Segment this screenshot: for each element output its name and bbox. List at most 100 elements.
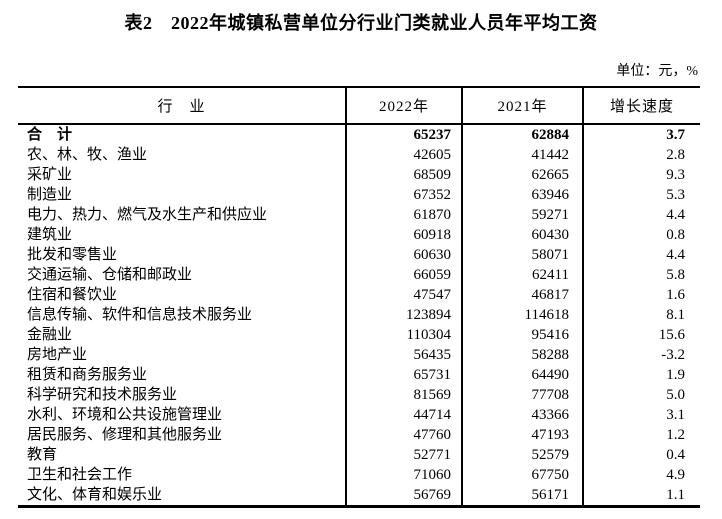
table-body: 合 计 65237 62884 3.7 农、林、牧、渔业 42605 41442…	[18, 124, 700, 507]
value-2021-cell: 47193	[461, 425, 583, 445]
value-2021-cell: 56171	[461, 485, 583, 507]
value-2022-cell: 123894	[345, 305, 462, 325]
value-2022-cell: 52771	[345, 445, 462, 465]
value-2021-cell: 63946	[461, 185, 583, 205]
header-growth-rate: 增长速度	[582, 87, 700, 125]
value-2022-cell: 56769	[345, 485, 462, 507]
value-2022-cell: 81569	[345, 385, 462, 405]
industry-cell: 居民服务、修理和其他服务业	[27, 427, 223, 443]
table-row: 批发和零售业 60630 58071 4.4	[18, 245, 700, 265]
growth-cell: 4.4	[582, 245, 700, 265]
table-row: 租赁和商务服务业 65731 64490 1.9	[18, 365, 700, 385]
value-2021-cell: 64490	[461, 365, 583, 385]
industry-cell: 教育	[27, 447, 58, 463]
table-row: 采矿业 68509 62665 9.3	[18, 165, 700, 185]
growth-cell: 0.8	[582, 225, 700, 245]
industry-cell: 租赁和商务服务业	[27, 367, 148, 383]
industry-cell: 文化、体育和娱乐业	[27, 487, 163, 503]
value-2022-cell: 42605	[345, 145, 462, 165]
value-2021-cell: 58071	[461, 245, 583, 265]
table-row: 房地产业 56435 58288 -3.2	[18, 345, 700, 365]
table-row: 电力、热力、燃气及水生产和供应业 61870 59271 4.4	[18, 205, 700, 225]
value-2022-cell: 56435	[345, 345, 462, 365]
table-row: 交通运输、仓储和邮政业 66059 62411 5.8	[18, 265, 700, 285]
value-2022-cell: 66059	[345, 265, 462, 285]
growth-cell: 4.4	[582, 205, 700, 225]
header-year-2021: 2021年	[461, 87, 583, 125]
value-2021-cell: 59271	[461, 205, 583, 225]
table-header: 行 业 2022年 2021年 增长速度	[18, 87, 700, 125]
value-2021-cell: 95416	[461, 325, 583, 345]
table-row: 水利、环境和公共设施管理业 44714 43366 3.1	[18, 405, 700, 425]
growth-cell: 1.9	[582, 365, 700, 385]
table-row: 信息传输、软件和信息技术服务业 123894 114618 8.1	[18, 305, 700, 325]
value-2022-cell: 60918	[345, 225, 462, 245]
value-2021-cell: 62665	[461, 165, 583, 185]
growth-cell: 5.0	[582, 385, 700, 405]
table-row: 居民服务、修理和其他服务业 47760 47193 1.2	[18, 425, 700, 445]
table-row: 制造业 67352 63946 5.3	[18, 185, 700, 205]
growth-cell: 1.6	[582, 285, 700, 305]
table-row: 金融业 110304 95416 15.6	[18, 325, 700, 345]
industry-cell: 水利、环境和公共设施管理业	[27, 407, 223, 423]
header-year-2022: 2022年	[345, 87, 462, 125]
value-2022-cell: 110304	[345, 325, 462, 345]
industry-cell: 电力、热力、燃气及水生产和供应业	[27, 207, 268, 223]
value-2021-cell: 62411	[461, 265, 583, 285]
industry-cell: 制造业	[27, 187, 73, 203]
industry-cell: 住宿和餐饮业	[27, 287, 118, 303]
industry-cell: 卫生和社会工作	[27, 467, 133, 483]
industry-cell: 科学研究和技术服务业	[27, 387, 178, 403]
page-title: 表2 2022年城镇私营单位分行业门类就业人员年平均工资	[124, 13, 598, 33]
growth-cell: 5.8	[582, 265, 700, 285]
value-2022-cell: 47760	[345, 425, 462, 445]
growth-cell: 8.1	[582, 305, 700, 325]
industry-cell: 金融业	[27, 327, 73, 343]
industry-cell: 信息传输、软件和信息技术服务业	[27, 307, 253, 323]
table-row: 住宿和餐饮业 47547 46817 1.6	[18, 285, 700, 305]
value-2021-cell: 46817	[461, 285, 583, 305]
growth-cell: 9.3	[582, 165, 700, 185]
table-row: 科学研究和技术服务业 81569 77708 5.0	[18, 385, 700, 405]
growth-cell: 0.4	[582, 445, 700, 465]
value-2021-cell: 52579	[461, 445, 583, 465]
growth-cell: -3.2	[582, 345, 700, 365]
industry-cell: 建筑业	[27, 227, 73, 243]
value-2021-cell: 60430	[461, 225, 583, 245]
value-2022-cell: 65731	[345, 365, 462, 385]
unit-label: 单位：元，%	[616, 64, 698, 79]
value-2021-cell: 43366	[461, 405, 583, 425]
value-2022-cell: 60630	[345, 245, 462, 265]
growth-cell: 3.1	[582, 405, 700, 425]
value-2021-cell: 77708	[461, 385, 583, 405]
growth-cell: 1.1	[582, 485, 700, 507]
value-2021-cell: 114618	[461, 305, 583, 325]
growth-cell: 3.7	[582, 124, 700, 145]
value-2021-cell: 58288	[461, 345, 583, 365]
industry-cell: 交通运输、仓储和邮政业	[27, 267, 193, 283]
table-row: 农、林、牧、渔业 42605 41442 2.8	[18, 145, 700, 165]
value-2021-cell: 41442	[461, 145, 583, 165]
industry-cell: 农、林、牧、渔业	[27, 147, 148, 163]
table-row: 教育 52771 52579 0.4	[18, 445, 700, 465]
growth-cell: 4.9	[582, 465, 700, 485]
growth-cell: 2.8	[582, 145, 700, 165]
value-2022-cell: 65237	[345, 124, 462, 145]
industry-cell: 合 计	[27, 127, 73, 143]
table-row: 建筑业 60918 60430 0.8	[18, 225, 700, 245]
wage-table: 行 业 2022年 2021年 增长速度 合 计 65237 62884 3.7…	[18, 86, 700, 508]
value-2022-cell: 61870	[345, 205, 462, 225]
industry-cell: 采矿业	[27, 167, 73, 183]
growth-cell: 5.3	[582, 185, 700, 205]
value-2022-cell: 47547	[345, 285, 462, 305]
table-row: 合 计 65237 62884 3.7	[18, 124, 700, 145]
value-2022-cell: 44714	[345, 405, 462, 425]
header-row: 行 业 2022年 2021年 增长速度	[18, 87, 700, 125]
value-2021-cell: 62884	[461, 124, 583, 145]
header-industry: 行 业	[18, 87, 346, 125]
growth-cell: 15.6	[582, 325, 700, 345]
value-2022-cell: 71060	[345, 465, 462, 485]
industry-cell: 房地产业	[27, 347, 88, 363]
industry-cell: 批发和零售业	[27, 247, 118, 263]
table-row: 卫生和社会工作 71060 67750 4.9	[18, 465, 700, 485]
